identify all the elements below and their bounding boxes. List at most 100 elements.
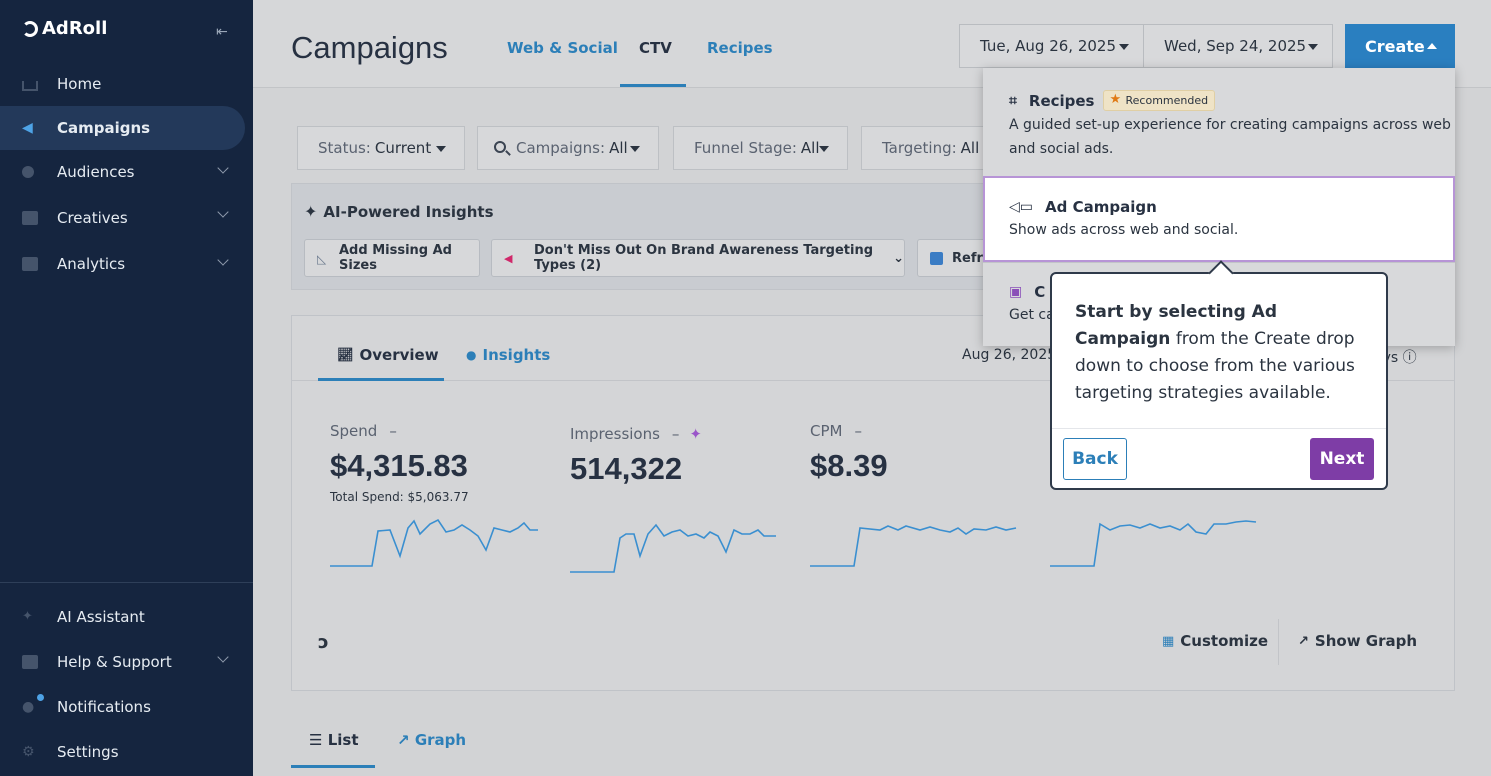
menu-item-title: Ad Campaign (1045, 198, 1157, 216)
megaphone-icon: ◀ (504, 252, 513, 265)
tooltip-body-text: from the Create drop down to choose from… (1075, 329, 1355, 403)
start-date-value: Tue, Aug 26, 2025 (980, 37, 1117, 55)
end-date-value: Wed, Sep 24, 2025 (1164, 37, 1307, 55)
sidebar-item-label: Settings (57, 742, 119, 761)
filter-label: Targeting: (882, 139, 957, 157)
gear-icon: ⚙ (22, 743, 35, 760)
lightbulb-icon: ● (466, 348, 477, 362)
add-missing-ad-sizes-chip[interactable]: ◺ Add Missing Ad Sizes (304, 239, 480, 277)
caret-down-icon (630, 146, 640, 152)
tab-ctv[interactable]: CTV (639, 39, 672, 57)
footer-divider (1278, 619, 1279, 665)
search-icon (494, 141, 506, 153)
line-chart-icon: 📈︎ (337, 347, 354, 363)
show-graph-label: Show Graph (1314, 632, 1418, 650)
sidebar-item-home[interactable]: Home (0, 62, 253, 106)
filter-label: Status: (318, 139, 371, 157)
caret-down-icon (819, 146, 829, 152)
chip-label: Don't Miss Out On Brand Awareness Target… (534, 243, 874, 273)
funnel-stage-filter[interactable]: Funnel Stage: All (673, 126, 848, 170)
sidebar-bottom-nav: ✦ AI Assistant Help & Support ● Notifica… (0, 594, 253, 774)
customize-button[interactable]: ▦ Customize (1162, 632, 1268, 650)
tab-list[interactable]: ☰ List (309, 731, 359, 749)
metric-label: CPM (810, 422, 843, 440)
metric-impressions: Impressions – ✦ 514,322 (570, 425, 702, 487)
sidebar-item-ai-assistant[interactable]: ✦ AI Assistant (0, 594, 253, 639)
metric-delta: – (854, 422, 862, 440)
active-tab-indicator (318, 378, 444, 381)
caret-down-icon (436, 146, 446, 152)
show-graph-button[interactable]: ↗ Show Graph (1298, 632, 1417, 650)
tab-insights[interactable]: ● Insights (466, 346, 550, 364)
menu-item-ad-campaign[interactable]: ◁▭ Ad Campaign Show ads across web and s… (983, 176, 1455, 262)
sparkle-icon: ✦ (689, 425, 702, 443)
back-button[interactable]: Back (1063, 438, 1127, 480)
metric-cpm: CPM – $8.39 (810, 422, 888, 484)
ruler-icon: ◺ (317, 252, 327, 266)
metric-value: $4,315.83 (330, 448, 468, 483)
metric-4-sparkline (1050, 520, 1257, 567)
grid-icon (22, 211, 38, 225)
adroll-logo[interactable]: AdRoll (22, 18, 107, 39)
ai-insights-panel: ✦ AI-Powered Insights ◺ Add Missing Ad S… (291, 183, 1007, 290)
sidebar-item-analytics[interactable]: Analytics (0, 242, 253, 286)
sidebar-item-audiences[interactable]: Audiences (0, 150, 253, 194)
list-icon: ☰ (309, 731, 323, 749)
sidebar-item-label: Notifications (57, 697, 151, 716)
sidebar-item-label: Help & Support (57, 652, 172, 671)
start-date-picker[interactable]: Tue, Aug 26, 2025 (959, 24, 1144, 68)
line-chart-icon: ↗ (1298, 633, 1309, 649)
tab-label: List (327, 731, 359, 749)
metric-label: Spend (330, 422, 378, 440)
metric-delta: – (671, 425, 680, 443)
collapse-sidebar-icon[interactable]: ⇤ (216, 24, 228, 40)
sidebar-item-help-support[interactable]: Help & Support (0, 639, 253, 684)
refresh-icon (930, 252, 943, 265)
active-tab-indicator (620, 84, 686, 87)
campaigns-filter[interactable]: Campaigns: All (477, 126, 659, 170)
tab-label: Insights (482, 346, 551, 364)
sidebar-item-label: Campaigns (57, 119, 151, 137)
adroll-mark-icon: ↄ (318, 632, 329, 653)
sidebar-item-settings[interactable]: ⚙ Settings (0, 729, 253, 774)
recommended-badge: Recommended (1102, 90, 1216, 111)
metric-delta: – (389, 422, 397, 440)
menu-item-recipes[interactable]: ⌗ Recipes Recommended A guided set-up ex… (983, 90, 1455, 176)
end-date-picker[interactable]: Wed, Sep 24, 2025 (1143, 24, 1333, 68)
tab-web-social[interactable]: Web & Social (507, 39, 618, 57)
targeting-filter[interactable]: Targeting: All (861, 126, 991, 170)
metric-value: $8.39 (810, 448, 888, 483)
tab-graph[interactable]: ↗ Graph (397, 731, 466, 749)
tab-recipes[interactable]: Recipes (707, 39, 773, 57)
chevron-down-icon (217, 206, 229, 218)
tab-label: Graph (414, 731, 467, 749)
help-icon (22, 654, 38, 669)
chart-icon (22, 257, 38, 271)
chevron-down-icon (217, 162, 229, 174)
ai-insights-title: ✦ AI-Powered Insights (304, 202, 494, 221)
menu-item-description: Get ca (1009, 307, 1055, 323)
status-filter[interactable]: Status: Current (297, 126, 465, 170)
sidebar-item-campaigns[interactable]: ◀ Campaigns (0, 106, 245, 150)
brand-awareness-chip[interactable]: ◀ Don't Miss Out On Brand Awareness Targ… (491, 239, 905, 277)
users-icon (22, 166, 34, 178)
sidebar-item-label: Audiences (57, 163, 135, 181)
next-button[interactable]: Next (1310, 438, 1374, 480)
sidebar-item-creatives[interactable]: Creatives (0, 194, 253, 242)
sitemap-icon: ⌗ (1009, 92, 1017, 109)
menu-item-description: Show ads across web and social. (1009, 222, 1239, 238)
line-chart-icon: ↗ (397, 731, 410, 749)
megaphone-icon: ◀ (22, 120, 33, 136)
tab-overview[interactable]: 📈︎ Overview (337, 346, 439, 364)
chevron-down-icon (217, 254, 229, 266)
megaphone-monitor-icon: ◁▭ (1009, 199, 1033, 215)
filter-label: Funnel Stage: (694, 139, 797, 157)
filter-value: All (800, 139, 820, 157)
filter-value: Current (374, 139, 432, 157)
ai-insights-title-text: AI-Powered Insights (323, 202, 494, 221)
info-icon[interactable]: ⓘ (1402, 350, 1417, 366)
sidebar-item-notifications[interactable]: ● Notifications (0, 684, 253, 729)
create-button[interactable]: Create (1345, 24, 1455, 68)
menu-item-title: Recipes (1028, 91, 1095, 110)
sparkle-icon: ✦ (22, 608, 33, 624)
